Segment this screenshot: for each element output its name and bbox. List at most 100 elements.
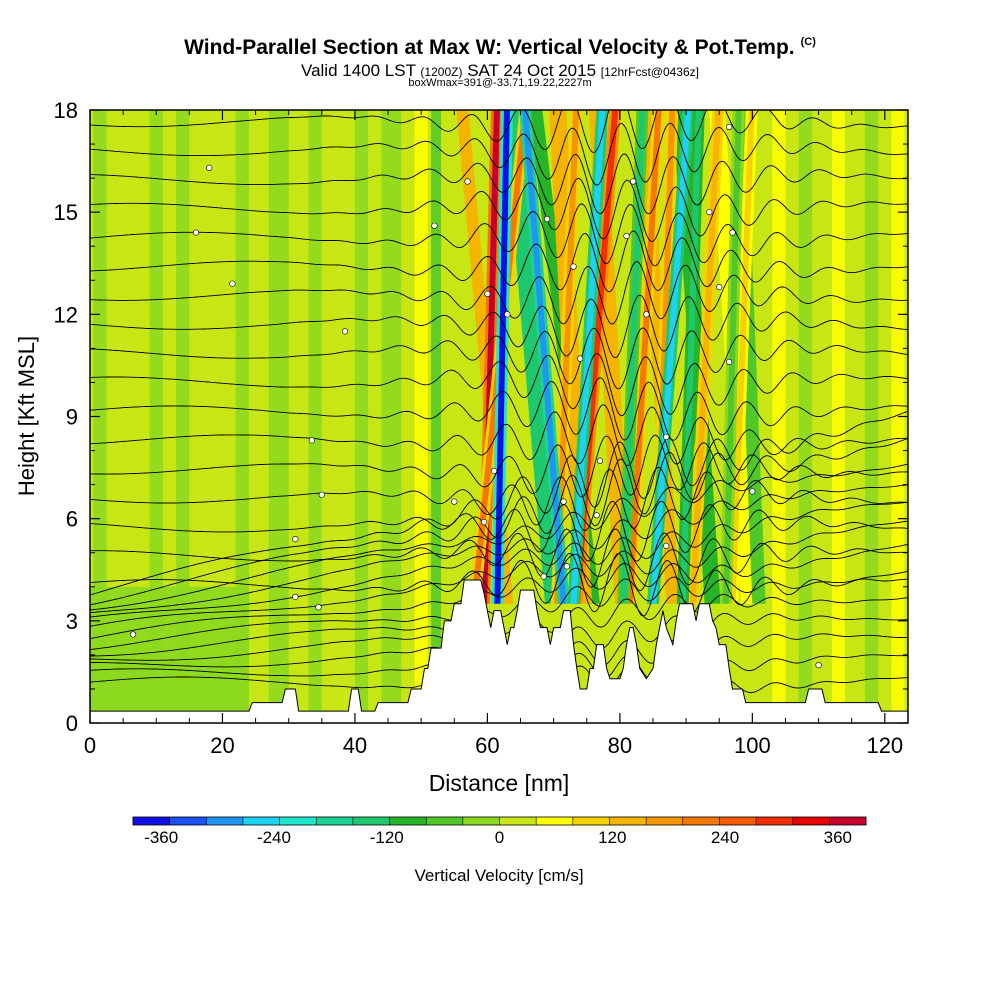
theta-label bbox=[490, 467, 498, 475]
theta-label bbox=[431, 222, 438, 229]
field-band bbox=[798, 110, 812, 723]
theta-contour bbox=[90, 528, 908, 592]
x-tick-label: 100 bbox=[734, 733, 771, 758]
theta-label bbox=[596, 457, 604, 464]
field-band bbox=[235, 110, 249, 723]
valid-time-utc: (1200Z) bbox=[420, 65, 463, 79]
theta-contour bbox=[90, 377, 908, 441]
field-band bbox=[864, 110, 879, 723]
chart-title-main: Wind-Parallel Section at Max W: Vertical… bbox=[184, 36, 795, 59]
colorbar-swatch bbox=[719, 817, 757, 825]
y-tick-label: 9 bbox=[66, 405, 78, 430]
y-tick-label: 18 bbox=[54, 98, 78, 123]
theta-contour bbox=[90, 501, 908, 618]
theta-label bbox=[484, 290, 491, 298]
theta-label bbox=[192, 229, 200, 236]
downdraft-core bbox=[522, 110, 567, 604]
theta-label bbox=[593, 512, 600, 519]
colorbar-swatch bbox=[426, 817, 463, 825]
theta-contour bbox=[90, 352, 908, 417]
theta-labels bbox=[129, 123, 822, 669]
colorbar-tick-label: -360 bbox=[144, 828, 178, 847]
theta-label bbox=[206, 164, 213, 171]
colorbar-swatch bbox=[609, 817, 647, 825]
x-tick-label: 120 bbox=[866, 733, 903, 758]
theta-label bbox=[570, 263, 577, 270]
colorbar-swatch bbox=[462, 817, 500, 825]
colorbar-swatch bbox=[646, 817, 683, 825]
field-band bbox=[116, 110, 130, 723]
colorbar-tick-label: -120 bbox=[370, 828, 404, 847]
theta-contour bbox=[90, 520, 908, 627]
colorbar-label: Vertical Velocity [cm/s] bbox=[414, 866, 583, 885]
colorbar: -360 -240 -120 0 120 240 360 bbox=[132, 816, 867, 847]
valid-date: SAT 24 Oct 2015 bbox=[467, 61, 597, 80]
theta-label bbox=[129, 631, 137, 638]
x-tick-label: 40 bbox=[343, 733, 367, 758]
theta-contour bbox=[90, 327, 908, 390]
copyright-mark: (C) bbox=[800, 36, 816, 48]
x-tick-label: 20 bbox=[210, 733, 234, 758]
theta-label bbox=[815, 662, 822, 669]
colorbar-swatch bbox=[499, 817, 537, 825]
theta-label bbox=[451, 498, 458, 505]
field-band bbox=[831, 110, 846, 723]
colorbar-swatch bbox=[829, 817, 866, 825]
theta-contour bbox=[90, 153, 908, 215]
forecast-info: [12hrFcst@0436z] bbox=[600, 65, 699, 79]
theta-label bbox=[504, 311, 511, 318]
theta-label bbox=[563, 563, 570, 570]
theta-contour bbox=[90, 110, 908, 153]
downdraft-core bbox=[650, 110, 692, 604]
field-band bbox=[202, 110, 216, 723]
y-tick-label: 15 bbox=[54, 200, 78, 225]
theta-contour bbox=[90, 410, 908, 596]
theta-contour bbox=[90, 484, 908, 614]
colorbar-swatch bbox=[682, 817, 720, 825]
downdraft-core bbox=[620, 110, 646, 604]
theta-label bbox=[560, 498, 567, 505]
theta-contour bbox=[90, 552, 908, 617]
theta-label bbox=[749, 488, 756, 495]
downdraft-core bbox=[722, 110, 742, 604]
colorbar-tick-label: 0 bbox=[495, 828, 504, 847]
colorbar-swatch bbox=[279, 817, 317, 825]
colorbar-swatch bbox=[572, 817, 610, 825]
theta-label bbox=[663, 433, 670, 441]
theta-contour bbox=[90, 434, 908, 498]
field-band bbox=[308, 110, 322, 723]
colorbar-tick-label: 120 bbox=[598, 828, 626, 847]
theta-label bbox=[318, 491, 325, 498]
box-wmax-info: boxWmax=391@-33.71,19.22,2227m bbox=[408, 77, 592, 89]
x-tick-label: 80 bbox=[608, 733, 632, 758]
colorbar-swatch bbox=[352, 817, 390, 825]
theta-contour bbox=[90, 466, 908, 532]
terrain-mask bbox=[90, 579, 908, 723]
theta-contour bbox=[90, 230, 908, 293]
colorbar-tick-label: -240 bbox=[257, 828, 291, 847]
field-band bbox=[354, 110, 369, 723]
theta-label bbox=[726, 123, 733, 131]
theta-label bbox=[643, 311, 650, 318]
colorbar-swatch bbox=[169, 817, 207, 825]
theta-label bbox=[540, 573, 547, 580]
theta-label bbox=[716, 283, 723, 291]
theta-label bbox=[543, 215, 551, 223]
y-tick-label: 6 bbox=[66, 507, 78, 532]
colorbar-swatch bbox=[536, 817, 573, 825]
colorbar-swatch bbox=[792, 817, 830, 825]
colorbar-swatch bbox=[133, 817, 170, 825]
downdraft-core bbox=[570, 110, 606, 604]
theta-label bbox=[577, 355, 584, 362]
colorbar-tick-label: 360 bbox=[824, 828, 852, 847]
colorbar-swatch bbox=[242, 817, 280, 825]
colorbar-swatch bbox=[316, 817, 353, 825]
field-band bbox=[176, 110, 190, 723]
updraft-core bbox=[626, 110, 662, 604]
axes: 0 20 40 60 80 100 120 0 3 6 9 12 15 18 bbox=[54, 98, 908, 758]
theta-label bbox=[729, 229, 736, 236]
theta-contour bbox=[90, 543, 908, 640]
valid-time-line: Valid 1400 LST (1200Z) SAT 24 Oct 2015 [… bbox=[0, 61, 1000, 81]
theta-label bbox=[292, 593, 299, 601]
